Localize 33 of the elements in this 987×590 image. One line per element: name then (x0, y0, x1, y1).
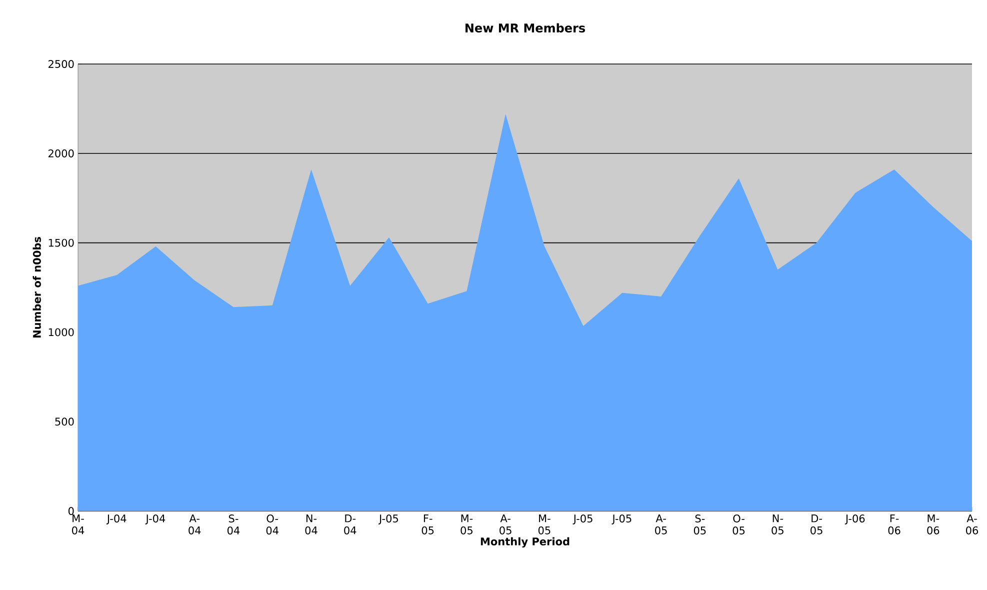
y-tick-label: 1000 (48, 328, 74, 336)
x-tick-label: A-06 (966, 514, 978, 534)
x-tick-label: J-04 (106, 514, 126, 524)
x-tick-label: J-04 (145, 514, 166, 524)
x-tick-label: A-04 (188, 514, 201, 534)
x-tick-label: A-05 (655, 514, 667, 534)
x-tick-label: F-05 (422, 514, 434, 534)
x-tick-label: J-05 (572, 514, 592, 524)
x-tick-label: J-05 (378, 514, 398, 524)
x-tick-label: S-05 (694, 514, 706, 534)
x-axis-title: Monthly Period (480, 537, 570, 548)
y-tick-label: 2000 (48, 149, 74, 158)
y-tick-label: 500 (55, 418, 74, 426)
y-tick-label: 0 (68, 507, 74, 515)
x-tick-label: J-06 (844, 514, 865, 524)
x-tick-label: O-05 (732, 514, 745, 534)
x-tick-label: N-05 (772, 514, 784, 534)
x-tick-label: O-04 (266, 514, 278, 534)
x-tick-label: S-04 (227, 514, 240, 534)
y-axis-title: Number of n00bs (32, 237, 41, 338)
x-tick-label: J-05 (612, 514, 632, 524)
chart-title: New MR Members (466, 23, 586, 32)
x-tick-label: F-06 (888, 514, 900, 534)
x-tick-label: D-05 (810, 514, 822, 534)
x-tick-label: M-05 (538, 514, 550, 534)
y-tick-label: 2500 (48, 60, 74, 68)
x-tick-label: A-05 (500, 514, 512, 534)
x-tick-label: M-04 (72, 514, 84, 534)
x-tick-label: N-04 (305, 514, 318, 534)
y-tick-label: 1500 (48, 238, 74, 247)
x-tick-label: M-06 (927, 514, 940, 534)
x-tick-label: D-04 (344, 514, 356, 534)
x-tick-label: M-05 (460, 514, 473, 534)
